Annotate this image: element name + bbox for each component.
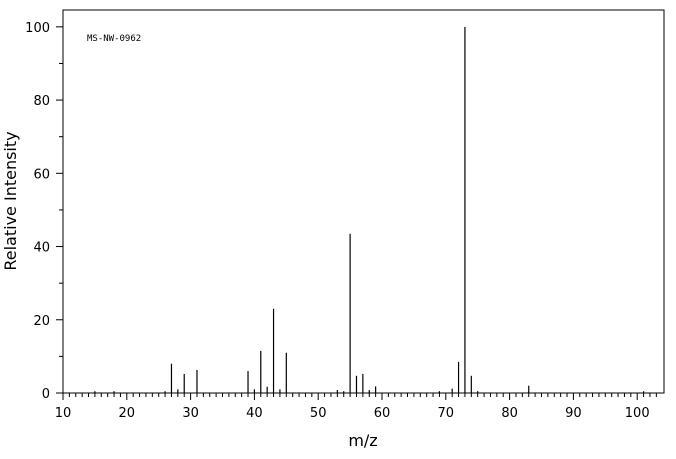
x-tick-label: 90 [565,406,582,421]
x-tick-label: 20 [119,406,136,421]
x-tick-label: 50 [310,406,327,421]
y-axis-title: Relative Intensity [1,131,20,270]
x-tick-label: 70 [438,406,455,421]
y-tick-label: 20 [33,314,50,329]
x-tick-label: 30 [182,406,199,421]
x-tick-label: 40 [246,406,263,421]
x-tick-label: 100 [625,406,650,421]
x-axis-title: m/z [348,431,377,450]
annotation: MS-NW-0962 [87,34,141,44]
x-tick-label: 80 [501,406,518,421]
x-tick-label: 60 [374,406,391,421]
y-tick-label: 100 [25,21,50,36]
y-tick-label: 80 [33,94,50,109]
y-tick-label: 0 [42,387,50,402]
plot-frame [62,9,665,394]
x-tick-label: 10 [55,406,72,421]
y-tick-label: 60 [33,167,50,182]
y-tick-label: 40 [33,241,50,256]
